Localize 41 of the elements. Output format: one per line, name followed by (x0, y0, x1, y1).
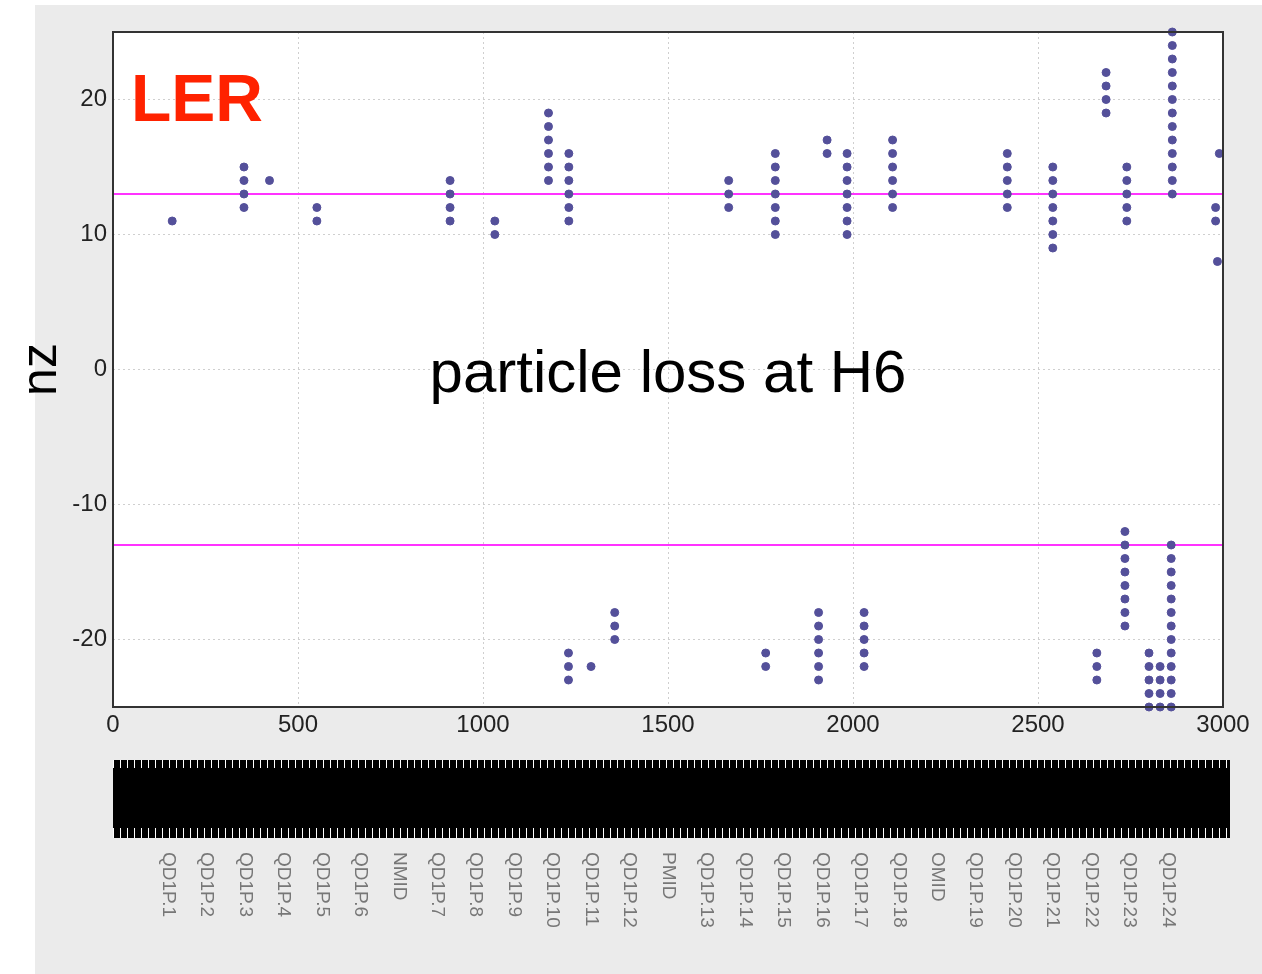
text: QD1P.18 (889, 852, 911, 928)
x-tick-label: 1500 (641, 710, 695, 738)
text: PMID (658, 852, 680, 900)
text: QD1P.14 (735, 852, 757, 929)
text: QD1P.22 (1081, 852, 1103, 928)
x-tick-label: 2000 (826, 710, 880, 738)
text: QD1P.15 (774, 852, 796, 928)
text: QD1P.24 (1158, 852, 1180, 929)
text: QD1P.3 (235, 852, 257, 918)
text: QD1P.16 (812, 852, 834, 928)
text: QD1P.13 (697, 852, 719, 928)
y-tick-label: -20 (72, 624, 107, 652)
text: QD1P.12 (620, 852, 642, 928)
x-tick-label: 1000 (456, 710, 510, 738)
text: QD1P.20 (1004, 852, 1026, 928)
text: QD1P.10 (543, 852, 565, 928)
text: QD1P.5 (312, 852, 334, 918)
text: QD1P.7 (428, 852, 449, 918)
text: QD1P.6 (351, 852, 373, 918)
text: NMID (389, 852, 411, 901)
text: QD1P.11 (581, 852, 603, 927)
text: LER (131, 61, 263, 136)
text: QD1P.19 (966, 852, 988, 928)
y-tick-label: 20 (80, 84, 107, 112)
text: OMID (928, 852, 949, 902)
y-axis-title: nz (10, 343, 67, 396)
x-tick-label: 3000 (1196, 710, 1250, 738)
text: QD1P.8 (466, 852, 488, 918)
y-tick-label: 10 (80, 219, 107, 247)
text: QD1P.4 (274, 852, 296, 918)
text: QD1P.21 (1043, 852, 1065, 928)
text: QD1P.1 (158, 852, 180, 918)
annotation: particle loss at H6 (429, 338, 907, 406)
text: QD1P.9 (504, 852, 526, 918)
text: QD1P.2 (197, 852, 219, 918)
x-tick-label: 500 (277, 710, 319, 738)
x-tick-label: 2500 (1011, 710, 1065, 738)
y-tick-label: 0 (93, 354, 107, 382)
text: QD1P.23 (1120, 852, 1142, 928)
text: QD1P.17 (851, 852, 873, 928)
y-tick-label: -10 (72, 489, 107, 517)
